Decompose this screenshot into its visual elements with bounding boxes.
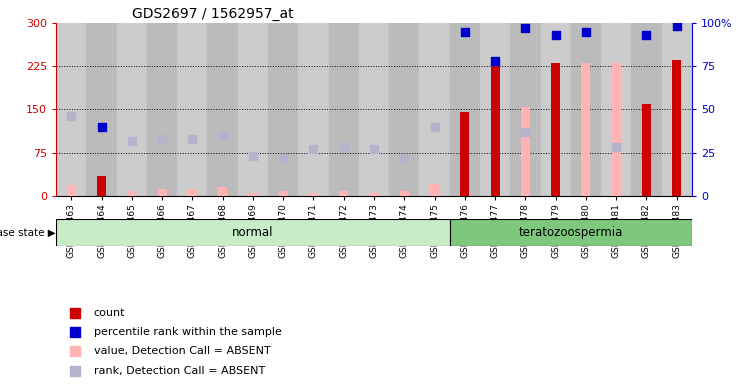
Point — [65, 113, 77, 119]
Bar — [662, 23, 692, 196]
Text: count: count — [94, 308, 125, 318]
Bar — [86, 23, 117, 196]
Bar — [450, 219, 692, 246]
Point — [519, 129, 531, 135]
Point — [278, 155, 289, 161]
Bar — [56, 23, 86, 196]
Point — [156, 136, 168, 142]
Bar — [298, 23, 328, 196]
Bar — [581, 63, 590, 196]
Point — [217, 132, 229, 138]
Point — [286, 252, 298, 258]
Text: teratozoospermia: teratozoospermia — [518, 226, 623, 239]
Bar — [328, 23, 359, 196]
Bar — [450, 23, 480, 196]
Text: rank, Detection Call = ABSENT: rank, Detection Call = ABSENT — [94, 366, 265, 376]
Bar — [207, 23, 238, 196]
Point — [96, 124, 108, 130]
Bar — [642, 104, 651, 196]
Bar — [67, 185, 76, 196]
Bar — [571, 23, 601, 196]
Text: percentile rank within the sample: percentile rank within the sample — [94, 327, 281, 337]
Point — [368, 146, 380, 152]
Point — [186, 136, 198, 142]
Point — [640, 32, 652, 38]
Bar — [389, 23, 420, 196]
Bar — [672, 60, 681, 196]
Bar — [551, 63, 560, 196]
Bar — [510, 23, 541, 196]
Bar — [420, 23, 450, 196]
Bar — [521, 106, 530, 196]
Bar — [188, 189, 197, 196]
Bar — [56, 219, 450, 246]
Bar — [248, 193, 257, 196]
Point — [126, 137, 138, 144]
Bar — [399, 191, 409, 196]
Point — [550, 32, 562, 38]
Bar — [238, 23, 268, 196]
Bar — [127, 191, 136, 196]
Bar — [309, 193, 318, 196]
Bar — [177, 23, 207, 196]
Bar — [480, 23, 510, 196]
Point — [519, 25, 531, 31]
Bar — [97, 176, 106, 196]
Bar — [147, 23, 177, 196]
Bar — [359, 23, 389, 196]
Point — [489, 58, 501, 64]
Point — [459, 28, 470, 35]
Text: value, Detection Call = ABSENT: value, Detection Call = ABSENT — [94, 346, 270, 356]
Bar — [370, 193, 378, 196]
Bar — [460, 112, 469, 196]
Bar — [218, 187, 227, 196]
Bar — [268, 23, 298, 196]
Bar — [601, 23, 631, 196]
Point — [429, 124, 441, 130]
Point — [307, 146, 319, 152]
Point — [580, 28, 592, 35]
Text: normal: normal — [232, 226, 274, 239]
Bar — [117, 23, 147, 196]
Bar — [339, 191, 349, 196]
Point — [247, 153, 259, 159]
Point — [610, 144, 622, 151]
Bar — [612, 63, 621, 196]
Bar — [430, 184, 439, 196]
Point — [398, 155, 410, 161]
Bar — [541, 23, 571, 196]
Point — [286, 77, 298, 83]
Text: GDS2697 / 1562957_at: GDS2697 / 1562957_at — [132, 7, 294, 21]
Point — [671, 23, 683, 30]
Text: disease state ▶: disease state ▶ — [0, 227, 56, 237]
Point — [338, 144, 350, 151]
Bar — [158, 189, 167, 196]
Bar — [631, 23, 662, 196]
Bar — [491, 58, 500, 196]
Bar — [278, 191, 288, 196]
